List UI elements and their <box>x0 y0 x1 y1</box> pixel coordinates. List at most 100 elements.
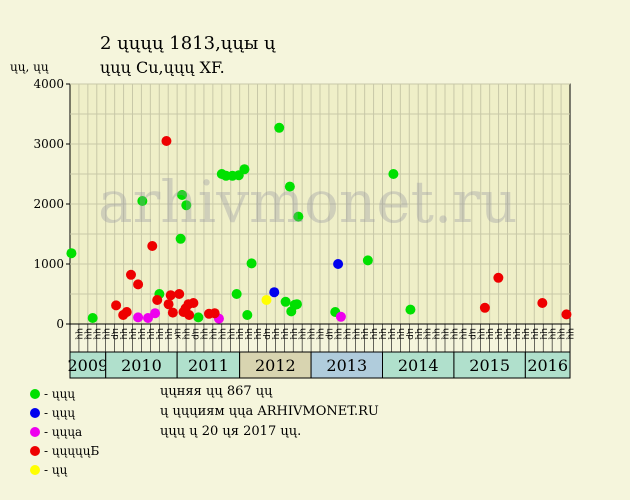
data-point <box>246 258 257 269</box>
y-tick-label: 0 <box>56 317 64 331</box>
legend: - ųųų - ųųų - ųųųa - ųųųųųБ - ųų <box>30 384 99 479</box>
x-tick-label: цр <box>405 328 415 340</box>
data-point <box>269 287 280 298</box>
x-tick-label: ųų <box>155 328 165 340</box>
data-point <box>174 289 185 299</box>
x-tick-label: ųų <box>378 328 388 340</box>
year-label: 2015 <box>469 356 510 375</box>
x-tick-label: ųų <box>566 328 576 340</box>
data-point <box>405 304 416 315</box>
x-tick-label: ųų <box>476 328 486 340</box>
data-point <box>335 311 346 322</box>
x-tick-label: цр <box>262 328 272 340</box>
year-band <box>453 351 526 379</box>
x-tick-label: ųų <box>146 328 156 340</box>
x-tick-label: ųų <box>414 328 424 340</box>
data-point <box>284 181 295 192</box>
x-tick-label: ųų <box>235 328 245 340</box>
x-tick-label: ųų <box>333 328 343 340</box>
x-tick-label: ųų <box>271 328 281 340</box>
chart-title-line2: ųųų Cu,ųųų XF. <box>100 58 225 77</box>
data-point <box>87 313 98 323</box>
legend-label: - ųųųųųБ <box>44 443 100 458</box>
x-tick-label: ųų <box>289 328 299 340</box>
info-line-3: ųųų ų 20 ųя 2017 ųų. <box>160 424 302 439</box>
x-tick-label: ųų <box>530 328 540 340</box>
x-tick-label: ųų <box>432 328 442 340</box>
data-point <box>143 313 154 323</box>
year-band <box>239 351 312 379</box>
data-point <box>362 255 373 266</box>
x-tick-label: ųų <box>280 328 290 340</box>
legend-dot-icon <box>30 426 40 437</box>
y-tick-label: 4000 <box>33 77 64 91</box>
data-point <box>333 259 344 269</box>
data-point <box>133 279 144 290</box>
chart-title-line1: 2 ųųųų 1813,ųųы ų <box>100 33 276 54</box>
data-point <box>163 299 174 310</box>
info-line-1: ųųняя ųų 867 ųų <box>160 384 273 399</box>
legend-item: - ųųų <box>30 384 99 403</box>
x-tick-label: ųų <box>512 328 522 340</box>
x-tick-label: ųų <box>83 328 93 340</box>
data-point <box>133 312 144 323</box>
x-tick-label: ųų <box>137 328 147 340</box>
x-tick-label: ųų <box>494 328 504 340</box>
x-tick-label: ųų <box>485 328 495 340</box>
data-point <box>479 302 490 313</box>
data-point <box>125 269 136 280</box>
y-tick-label: 1000 <box>33 257 64 271</box>
x-tick-label: ųų <box>226 328 236 340</box>
legend-label: - ųų <box>44 462 68 477</box>
legend-label: - ųųų <box>44 386 76 401</box>
data-point <box>184 310 195 320</box>
data-point <box>111 300 122 311</box>
data-point <box>165 290 176 301</box>
legend-item: - ųų <box>30 460 99 479</box>
legend-dot-icon <box>30 464 40 475</box>
x-tick-label: цр <box>191 328 201 340</box>
x-tick-label: цр <box>324 328 334 340</box>
x-tick-label: ųų <box>351 328 361 340</box>
data-point <box>150 308 161 319</box>
x-tick-label: ųų <box>74 328 84 340</box>
x-tick-label: ųų <box>208 328 218 340</box>
x-tick-label: ųų <box>182 328 192 340</box>
x-tick-label: ųų <box>360 328 370 340</box>
data-point <box>242 310 253 320</box>
data-point <box>291 299 302 310</box>
x-tick-label: ųų <box>316 328 326 340</box>
year-label: 2009 <box>67 356 108 375</box>
year-band <box>524 351 571 379</box>
data-point <box>261 295 272 305</box>
data-point <box>537 298 548 308</box>
x-tick-label: ųų <box>521 328 531 340</box>
data-point <box>209 308 220 319</box>
year-label: 2011 <box>188 356 229 375</box>
year-label: 2014 <box>398 356 439 375</box>
data-point <box>152 295 163 305</box>
x-tick-label: ųų <box>101 328 111 340</box>
x-tick-label: ųų <box>92 328 102 340</box>
x-tick-label: цр <box>467 328 477 340</box>
x-tick-label: цк <box>173 328 183 340</box>
data-point <box>561 309 572 320</box>
legend-item: - ųųųa <box>30 422 99 441</box>
x-tick-label: ųų <box>539 328 549 340</box>
data-point <box>293 211 304 222</box>
x-tick-label: ųų <box>164 328 174 340</box>
year-label: 2013 <box>326 356 367 375</box>
data-point <box>181 200 192 211</box>
x-tick-label: ųų <box>369 328 379 340</box>
legend-label: - ųųųa <box>44 424 83 439</box>
legend-dot-icon <box>30 407 40 418</box>
x-tick-label: цр <box>110 328 120 340</box>
data-point <box>161 136 172 146</box>
data-point <box>137 196 148 206</box>
x-tick-label: ųų <box>253 328 263 340</box>
x-tick-label: ųų <box>119 328 129 340</box>
data-point <box>280 296 291 307</box>
x-tick-label: ųų <box>387 328 397 340</box>
data-point <box>239 164 250 175</box>
x-tick-label: ųų <box>423 328 433 340</box>
